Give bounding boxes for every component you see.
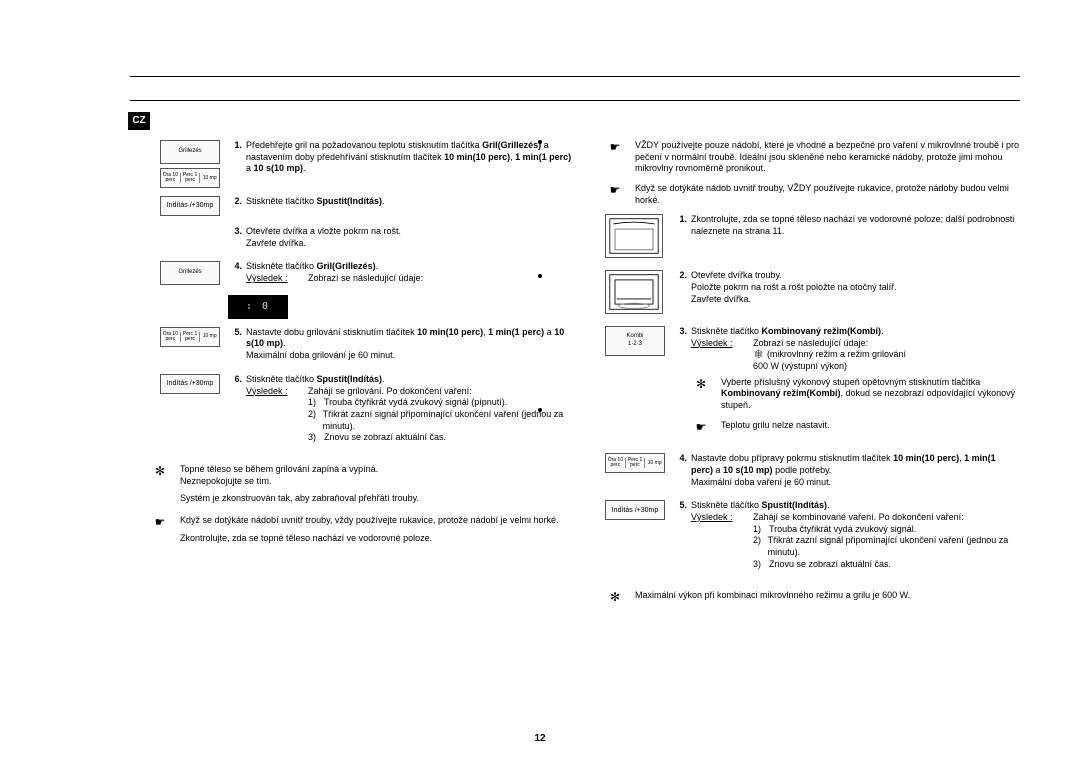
note-icon: ✻ [691, 377, 711, 412]
step-number: 2. [228, 196, 242, 214]
button-illustration-start: Indítás /+30mp [605, 500, 665, 520]
step-number: 1. [673, 214, 687, 260]
divider-top [130, 76, 1020, 77]
step-text: Otevřete dvířka a vložte pokrm na rošt.Z… [246, 226, 575, 249]
button-illustration-time: Óra 10 percPerc 1 perc10 mp [160, 168, 220, 188]
step-number: 3. [673, 326, 687, 443]
button-illustration-start: Indítás /+30mp [160, 196, 220, 216]
button-illustration-time: Óra 10 percPerc 1 perc10 mp [605, 453, 665, 473]
oven-illustration [605, 214, 663, 258]
hand-icon: ☛ [605, 140, 625, 175]
step-text: Stiskněte tlačítko Spustit(Indítás). [246, 196, 575, 214]
step-number: 6. [228, 374, 242, 444]
oven-illustration [605, 270, 663, 314]
step-text: Předehřejte gril na požadovanou teplotu … [246, 140, 575, 186]
page-number: 12 [0, 732, 1080, 745]
right-column: ☛ VŽDY používejte pouze nádobí, které je… [605, 140, 1020, 614]
note-icon: ✻ [150, 464, 170, 505]
step-text: Stiskněte tlačítko Spustit(Indítás). Výs… [246, 374, 575, 444]
note-text: Když se dotýkáte nádobí uvnitř trouby, v… [180, 515, 575, 544]
step-text: Stiskněte tlačítko Kombinovaný režim(Kom… [691, 326, 1020, 443]
hand-icon: ☛ [605, 183, 625, 206]
note-text: Když se dotýkáte nádob uvnitř trouby, VŽ… [635, 183, 1020, 206]
left-column: Grillezés Óra 10 percPerc 1 perc10 mp 1.… [160, 140, 575, 614]
hand-icon: ☛ [691, 420, 711, 436]
step-number: 2. [673, 270, 687, 316]
step-number: 4. [228, 261, 242, 284]
step-number: 5. [228, 327, 242, 362]
button-illustration-kombi: Kombi 1·2·3 [605, 326, 665, 356]
step-text: Nastavte dobu grilování stisknutím tlačí… [246, 327, 575, 362]
document-page: CZ Grillezés Óra 10 percPerc 1 perc10 mp… [0, 0, 1080, 763]
button-illustration-grill: Grillezés [160, 140, 220, 164]
step-text: Zkontrolujte, zda se topné těleso nacház… [691, 214, 1020, 260]
step-number: 5. [673, 500, 687, 570]
button-illustration-start: Indítás /+30mp [160, 374, 220, 394]
note-icon: ✻ [605, 590, 625, 606]
step-text: Stiskněte tlačítko Spustit(Indítás). Výs… [691, 500, 1020, 570]
step-number: 4. [673, 453, 687, 488]
hand-icon: ☛ [150, 515, 170, 544]
button-illustration-grill: Grillezés [160, 261, 220, 285]
step-text: Otevřete dvířka trouby.Položte pokrm na … [691, 270, 1020, 316]
note-text: Topné těleso se během grilování zapíná a… [180, 464, 575, 505]
step-text: Nastavte dobu přípravy pokrmu stisknutím… [691, 453, 1020, 488]
step-number: 3. [228, 226, 242, 249]
step-number: 1. [228, 140, 242, 186]
note-text: VŽDY používejte pouze nádobí, které je v… [635, 140, 1020, 175]
lang-badge: CZ [128, 112, 150, 130]
button-illustration-time: Óra 10 percPerc 1 perc10 mp [160, 327, 220, 347]
divider-mid [130, 100, 1020, 101]
display-illustration: : 0 [228, 295, 288, 319]
step-text: Stiskněte tlačítko Gril(Grillezés). Výsl… [246, 261, 575, 284]
note-text: Maximální výkon při kombinaci mikrovlnné… [635, 590, 1020, 606]
